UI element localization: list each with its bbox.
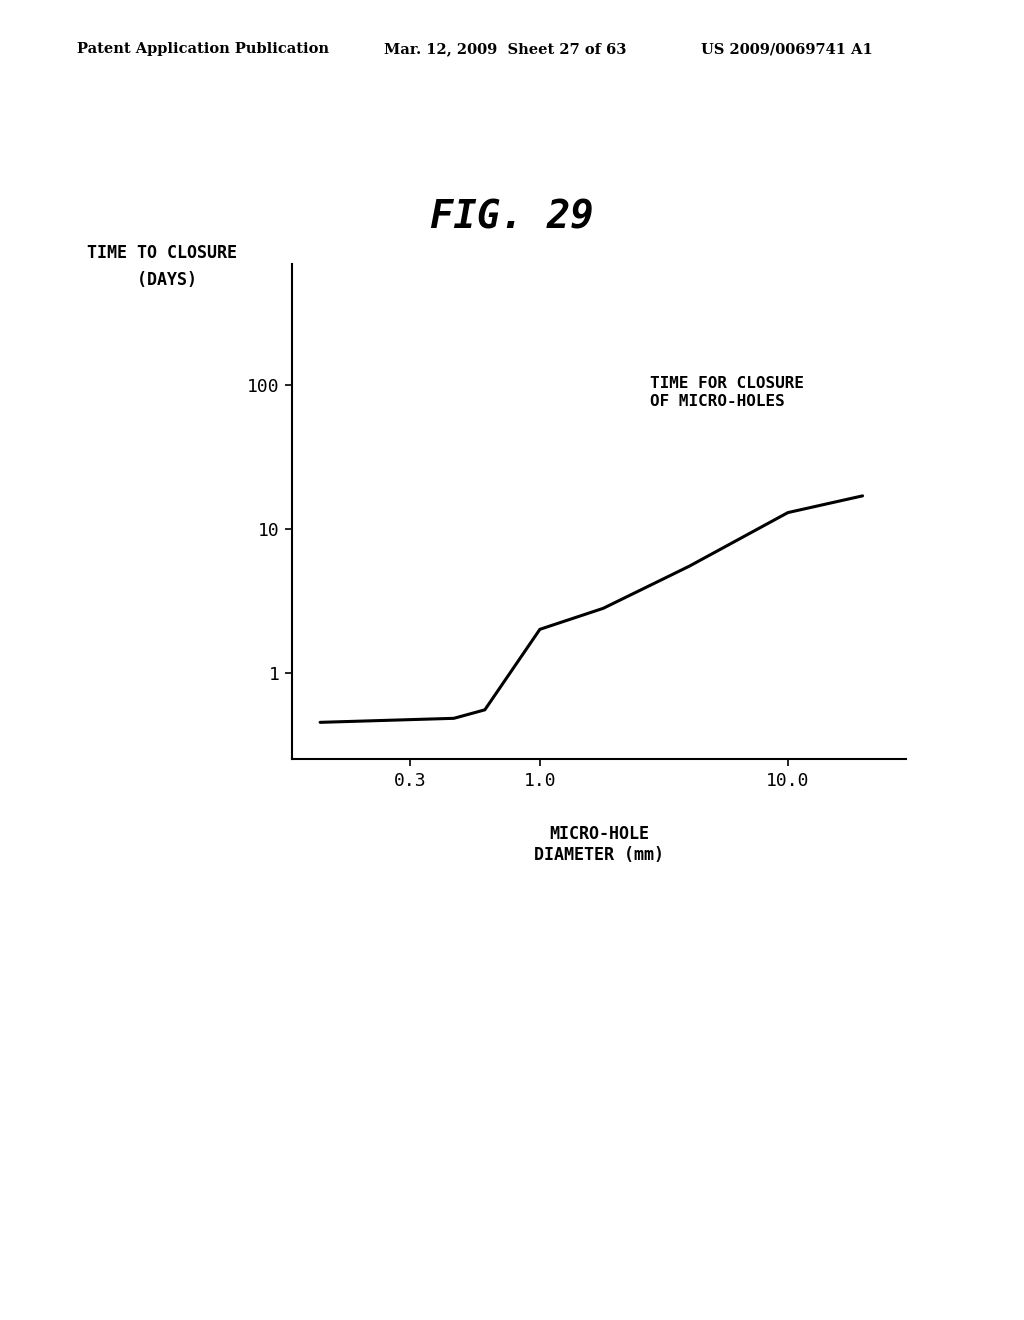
Text: Mar. 12, 2009  Sheet 27 of 63: Mar. 12, 2009 Sheet 27 of 63 xyxy=(384,42,627,57)
Text: Patent Application Publication: Patent Application Publication xyxy=(77,42,329,57)
Text: (DAYS): (DAYS) xyxy=(87,271,197,289)
Text: TIME TO CLOSURE: TIME TO CLOSURE xyxy=(87,244,237,263)
Text: MICRO-HOLE
DIAMETER (mm): MICRO-HOLE DIAMETER (mm) xyxy=(535,825,664,863)
Text: TIME FOR CLOSURE
OF MICRO-HOLES: TIME FOR CLOSURE OF MICRO-HOLES xyxy=(650,376,804,409)
Text: FIG. 29: FIG. 29 xyxy=(430,199,594,236)
Text: US 2009/0069741 A1: US 2009/0069741 A1 xyxy=(701,42,873,57)
